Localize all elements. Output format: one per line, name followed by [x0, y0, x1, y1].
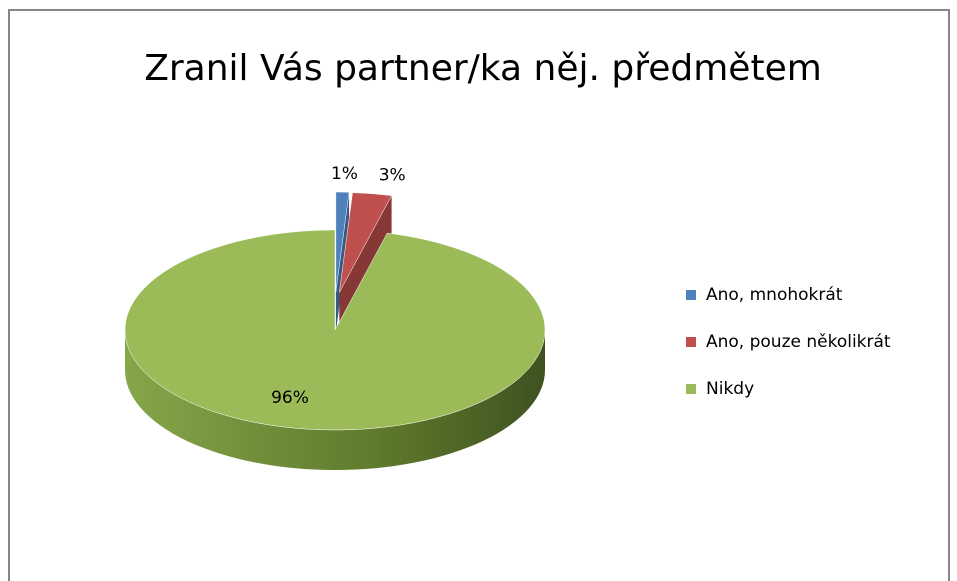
- data-label: 3%: [379, 166, 406, 186]
- data-label: 1%: [331, 164, 358, 184]
- slice-edge: [335, 192, 350, 333]
- pie: 1% 3% 96%: [124, 164, 546, 470]
- legend-swatch: [686, 337, 696, 347]
- legend-label: Ano, mnohokrát: [706, 285, 843, 305]
- legend: Ano, mnohokrát Ano, pouze několikrát Nikdy: [686, 285, 891, 399]
- slice-side: [125, 330, 545, 470]
- legend-label: Nikdy: [706, 379, 754, 399]
- data-label: 96%: [271, 388, 309, 408]
- legend-swatch: [686, 290, 696, 300]
- slice: [124, 229, 546, 431]
- legend-swatch: [686, 384, 696, 394]
- slice: [339, 192, 392, 293]
- legend-label: Ano, pouze několikrát: [706, 332, 891, 352]
- chart-title: Zranil Vás partner/ka něj. předmětem: [144, 48, 822, 89]
- slice: [335, 191, 350, 293]
